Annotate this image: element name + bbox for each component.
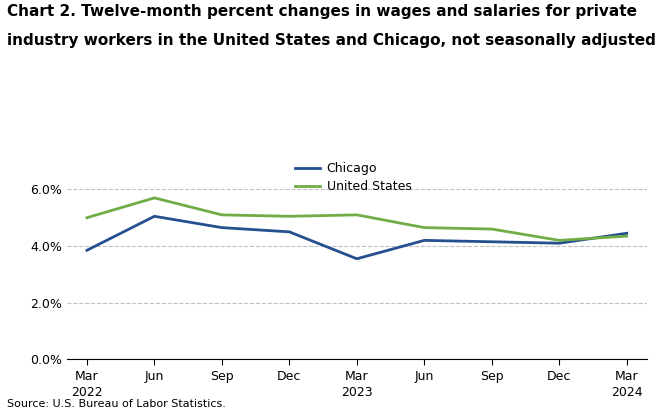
Chicago: [353, 256, 361, 261]
Text: Source: U.S. Bureau of Labor Statistics.: Source: U.S. Bureau of Labor Statistics.: [7, 399, 225, 409]
United States: [151, 195, 159, 200]
Chicago: [151, 214, 159, 219]
Text: Chart 2. Twelve-month percent changes in wages and salaries for private: Chart 2. Twelve-month percent changes in…: [7, 4, 637, 19]
Chicago: [285, 229, 293, 234]
United States: [83, 215, 91, 220]
Line: United States: United States: [87, 198, 627, 240]
United States: [623, 234, 631, 239]
Chicago: [555, 241, 563, 246]
United States: [420, 225, 428, 230]
United States: [285, 214, 293, 219]
Chicago: [488, 239, 496, 244]
Text: industry workers in the United States and Chicago, not seasonally adjusted: industry workers in the United States an…: [7, 33, 656, 48]
Chicago: [218, 225, 226, 230]
Chicago: [420, 238, 428, 243]
United States: [353, 212, 361, 217]
Line: Chicago: Chicago: [87, 216, 627, 259]
Chicago: [623, 231, 631, 236]
United States: [488, 227, 496, 232]
Chicago: [83, 248, 91, 253]
Legend: Chicago, United States: Chicago, United States: [290, 157, 417, 198]
United States: [218, 212, 226, 217]
United States: [555, 238, 563, 243]
